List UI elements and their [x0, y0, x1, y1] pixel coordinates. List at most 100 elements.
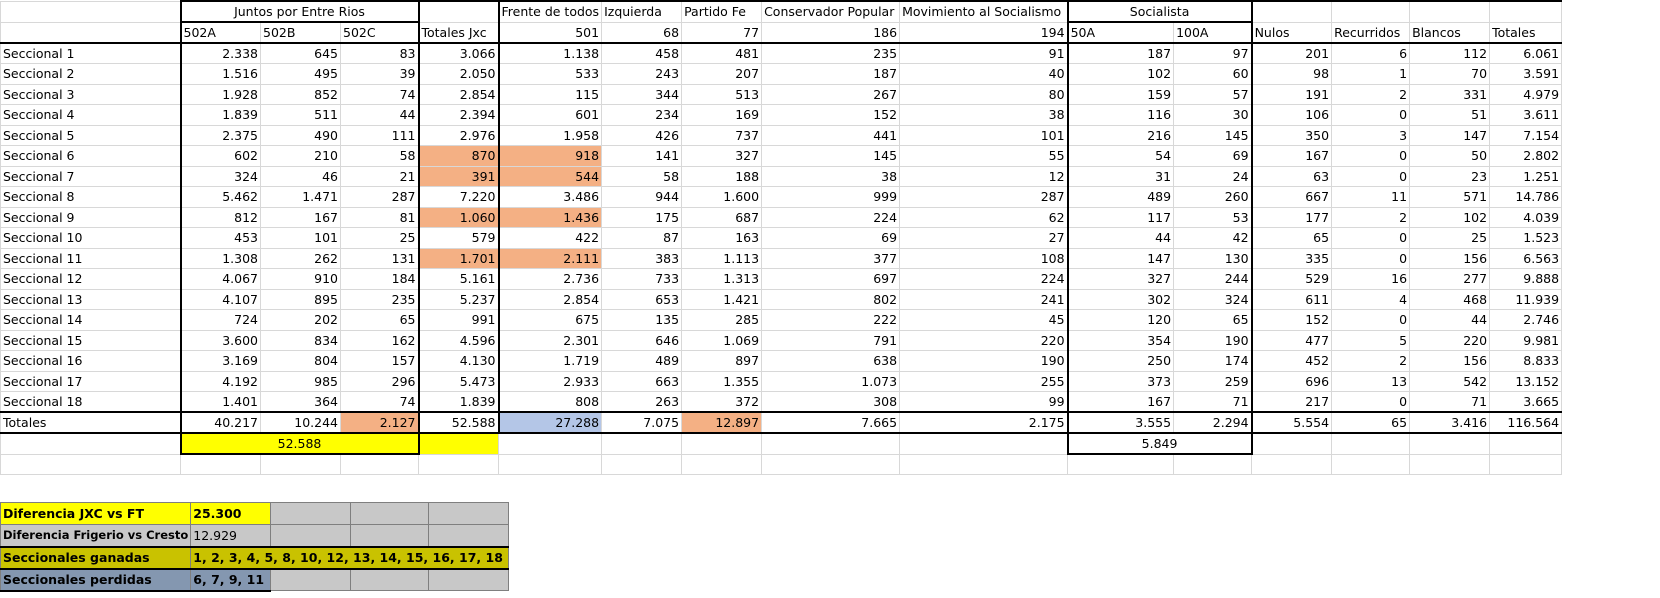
cell-totales-jxc[interactable]: 5.237 — [418, 288, 500, 310]
cell[interactable] — [270, 568, 352, 591]
cell-izquierda[interactable]: 733 — [601, 268, 683, 290]
cell-partido-fe[interactable]: 327 — [681, 145, 763, 167]
cell-recurridos[interactable]: 6 — [1331, 42, 1411, 64]
cell-mas[interactable]: 38 — [899, 104, 1069, 126]
cell-partido-fe[interactable]: 372 — [681, 391, 763, 413]
cell-502b[interactable]: 1.471 — [260, 186, 341, 208]
cell-frente[interactable]: 1.958 — [497, 124, 603, 146]
cell-100a[interactable]: 69 — [1173, 145, 1253, 167]
cell-totales-jxc[interactable]: 1.839 — [418, 391, 500, 413]
cell-502b[interactable]: 495 — [260, 63, 341, 85]
cell-502a[interactable]: 4.107 — [179, 288, 261, 310]
cell-502c[interactable]: 44 — [340, 104, 420, 126]
cell-recurridos[interactable]: 1 — [1331, 63, 1411, 85]
header-mas-num[interactable]: 194 — [899, 21, 1069, 44]
cell-recurridos[interactable]: 16 — [1331, 268, 1411, 290]
cell-blancos[interactable]: 156 — [1409, 247, 1491, 269]
cell-izquierda[interactable]: 175 — [601, 206, 683, 228]
cell-recurridos[interactable]: 0 — [1331, 165, 1411, 187]
cell[interactable] — [899, 432, 1069, 455]
cell[interactable] — [350, 568, 430, 591]
cell[interactable] — [761, 432, 901, 455]
cell[interactable] — [1409, 0, 1491, 23]
cell-totales-jxc[interactable]: 870 — [418, 145, 500, 167]
cell-totales[interactable]: 4.039 — [1489, 206, 1563, 228]
cell-502c[interactable]: 287 — [340, 186, 420, 208]
cell-502b[interactable]: 10.244 — [260, 411, 341, 434]
cell-totales[interactable]: 13.152 — [1489, 370, 1563, 392]
cell-mas[interactable]: 2.175 — [899, 411, 1069, 434]
header-izquierda[interactable]: Izquierda — [601, 0, 683, 23]
cell[interactable] — [428, 502, 510, 525]
cell[interactable] — [899, 453, 1069, 475]
cell-100a[interactable]: 130 — [1173, 247, 1253, 269]
header-502b[interactable]: 502B — [260, 21, 341, 44]
cell-izquierda[interactable]: 344 — [601, 83, 683, 105]
cell-totales[interactable]: 6.563 — [1489, 247, 1563, 269]
row-label[interactable]: Seccional 18 — [0, 391, 181, 413]
cell-partido-fe[interactable]: 285 — [681, 309, 763, 331]
cell-100a[interactable]: 324 — [1173, 288, 1253, 310]
diff-frigerio-value[interactable]: 12.929 — [190, 524, 272, 547]
cell-totales-jxc[interactable]: 2.050 — [418, 63, 500, 85]
cell-mas[interactable]: 55 — [899, 145, 1069, 167]
cell-partido-fe[interactable]: 188 — [681, 165, 763, 187]
row-label[interactable]: Seccional 13 — [0, 288, 181, 310]
header-totales-jxc[interactable]: Totales Jxc — [418, 21, 500, 44]
row-label[interactable]: Seccional 15 — [0, 329, 181, 351]
cell-totales[interactable]: 6.061 — [1489, 42, 1563, 64]
cell-partido-fe[interactable]: 1.600 — [681, 186, 763, 208]
cell-nulos[interactable]: 217 — [1251, 391, 1333, 413]
cell-502c[interactable]: 111 — [340, 124, 420, 146]
cell-mas[interactable]: 241 — [899, 288, 1069, 310]
cell[interactable] — [601, 432, 683, 455]
header-conservador[interactable]: Conservador Popular — [761, 0, 901, 23]
cell-50a[interactable]: 31 — [1067, 165, 1175, 187]
cell-frente[interactable]: 3.486 — [497, 186, 603, 208]
cell-502c[interactable]: 131 — [340, 247, 420, 269]
header-recurridos[interactable]: Recurridos — [1331, 21, 1411, 44]
cell-502a[interactable]: 2.375 — [179, 124, 261, 146]
cell-partido-fe[interactable]: 1.421 — [681, 288, 763, 310]
cell-frente[interactable]: 422 — [497, 227, 603, 249]
header-frente[interactable]: Frente de todos — [497, 0, 603, 23]
cell-502a[interactable]: 4.192 — [179, 370, 261, 392]
cell-mas[interactable]: 45 — [899, 309, 1069, 331]
cell-frente[interactable]: 675 — [497, 309, 603, 331]
cell-50a[interactable]: 354 — [1067, 329, 1175, 351]
cell-frente[interactable]: 918 — [497, 145, 603, 167]
cell-50a[interactable]: 3.555 — [1067, 411, 1175, 434]
socialista-sum[interactable]: 5.849 — [1066, 432, 1253, 455]
cell-partido-fe[interactable]: 1.069 — [681, 329, 763, 351]
cell-nulos[interactable]: 98 — [1251, 63, 1333, 85]
header-jxc-group[interactable]: Juntos por Entre Rios — [179, 0, 420, 23]
cell-totales[interactable]: 3.591 — [1489, 63, 1563, 85]
cell-izquierda[interactable]: 243 — [601, 63, 683, 85]
cell[interactable] — [418, 432, 499, 455]
cell-partido-fe[interactable]: 163 — [681, 227, 763, 249]
header-frente-num[interactable]: 501 — [497, 21, 603, 44]
cell-izquierda[interactable]: 646 — [601, 329, 683, 351]
cell-totales-jxc[interactable]: 52.588 — [418, 411, 500, 434]
cell-totales-jxc[interactable]: 391 — [418, 165, 500, 187]
cell-conservador[interactable]: 145 — [761, 145, 901, 167]
cell-502b[interactable]: 645 — [260, 42, 341, 64]
cell-502a[interactable]: 2.338 — [179, 42, 261, 64]
cell-502b[interactable]: 895 — [260, 288, 341, 310]
row-label[interactable]: Seccional 3 — [0, 83, 181, 105]
cell[interactable] — [260, 453, 341, 475]
cell-recurridos[interactable]: 2 — [1331, 206, 1411, 228]
cell-frente[interactable]: 808 — [497, 391, 603, 413]
cell[interactable] — [270, 502, 352, 525]
cell-totales[interactable]: 3.611 — [1489, 104, 1563, 126]
cell-mas[interactable]: 255 — [899, 370, 1069, 392]
cell-502c[interactable]: 184 — [340, 268, 420, 290]
cell-totales-jxc[interactable]: 991 — [418, 309, 500, 331]
cell-502b[interactable]: 490 — [260, 124, 341, 146]
cell-502a[interactable]: 812 — [179, 206, 261, 228]
cell-recurridos[interactable]: 0 — [1331, 227, 1411, 249]
cell-blancos[interactable]: 220 — [1409, 329, 1491, 351]
cell-conservador[interactable]: 999 — [761, 186, 901, 208]
cell[interactable] — [1409, 432, 1491, 455]
jxc-sum[interactable]: 52.588 — [179, 432, 420, 455]
